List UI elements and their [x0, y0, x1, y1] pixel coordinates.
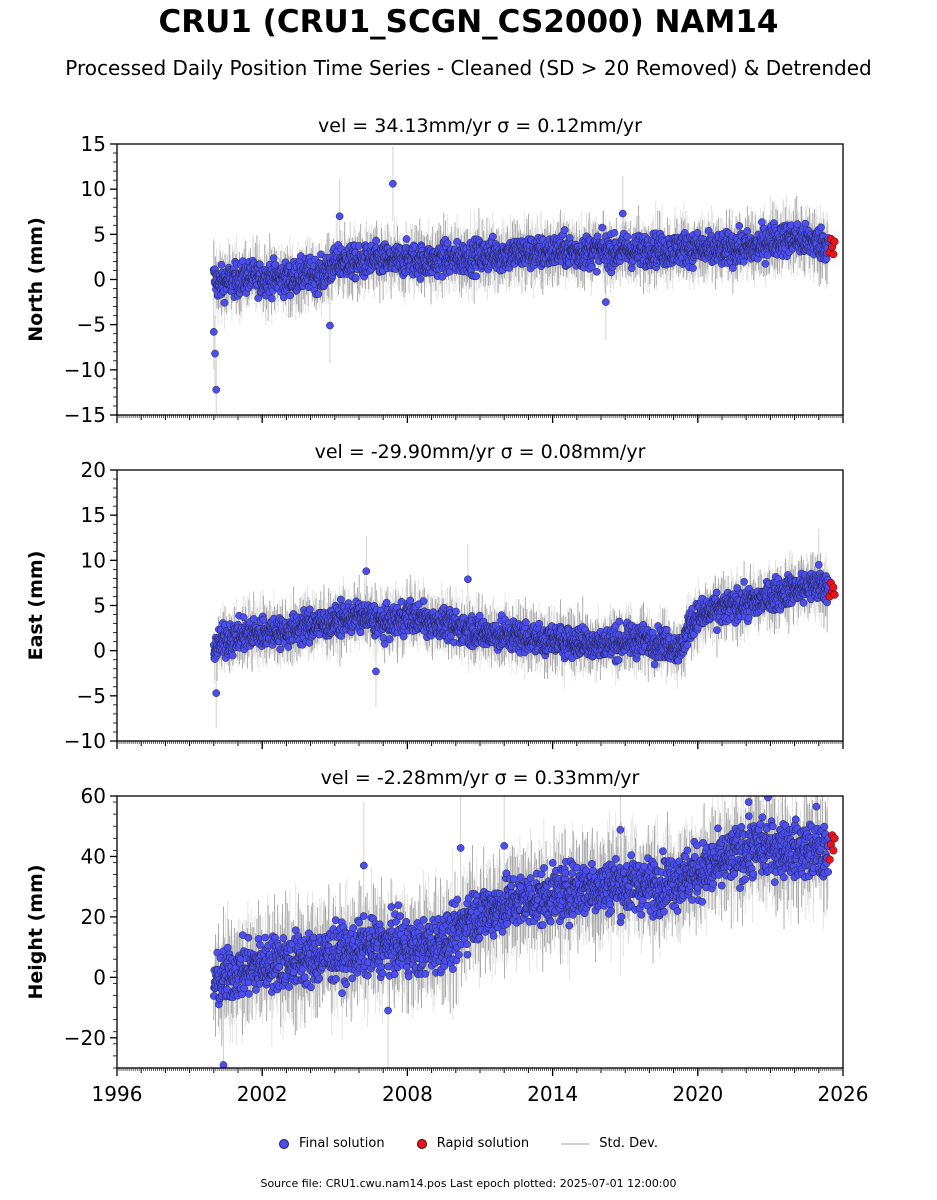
y-tick-label: 15 [81, 132, 106, 156]
y-tick-label: −15 [64, 403, 106, 427]
y-tick-label: −5 [77, 313, 106, 337]
panel-title-north: vel = 34.13mm/yr σ = 0.12mm/yr [318, 115, 642, 137]
final-point [761, 259, 770, 268]
final-point [593, 267, 601, 276]
y-tick-label: 5 [93, 222, 106, 246]
final-point-outlier [212, 385, 221, 394]
rapid-point [830, 237, 839, 246]
final-point-outlier [618, 209, 627, 218]
y-tick-label: −10 [64, 358, 106, 382]
final-point [279, 293, 288, 302]
final-point [269, 254, 278, 263]
final-point [565, 234, 574, 242]
final-point [355, 242, 363, 250]
y-tick-label: 10 [81, 177, 106, 201]
final-point [623, 232, 632, 241]
y-tick-label: 0 [93, 268, 106, 292]
final-point [610, 228, 619, 237]
final-point [372, 236, 381, 245]
final-point [689, 264, 697, 272]
final-point [416, 275, 425, 283]
final-point [472, 272, 481, 281]
panel-north: vel = 34.13mm/yr σ = 0.12mm/yr North (mm)… [25, 115, 844, 427]
final-point [443, 239, 452, 248]
final-point [351, 274, 360, 282]
plot-area-north [209, 146, 839, 415]
plot-area-east [209, 529, 839, 729]
final-point [743, 227, 752, 235]
final-point [267, 294, 276, 303]
final-point [817, 223, 825, 232]
final-point [488, 232, 497, 241]
final-point [453, 237, 461, 246]
chart-subtitle: Processed Daily Position Time Series - C… [65, 56, 872, 80]
final-point [314, 290, 323, 298]
final-points-north [209, 179, 833, 394]
final-point-outlier [601, 298, 610, 306]
final-point [735, 222, 744, 230]
final-point-outlier [335, 212, 344, 221]
final-point [763, 251, 772, 260]
final-point-outlier [326, 321, 334, 330]
final-point [220, 298, 229, 307]
final-point [271, 260, 280, 269]
final-point [758, 218, 766, 226]
y-axis-label-north: North (mm) [25, 217, 47, 342]
final-point [593, 232, 602, 241]
final-point-outlier [389, 179, 397, 188]
final-point [693, 228, 702, 237]
rapid-point [829, 250, 838, 259]
final-point-outlier [209, 328, 218, 336]
final-point [217, 260, 226, 269]
final-point-outlier [211, 349, 219, 358]
final-point [402, 235, 411, 243]
final-point [560, 226, 569, 234]
final-point [286, 291, 295, 300]
final-point [598, 223, 607, 232]
chart-title: CRU1 (CRU1_SCGN_CS2000) NAM14 [158, 4, 779, 40]
